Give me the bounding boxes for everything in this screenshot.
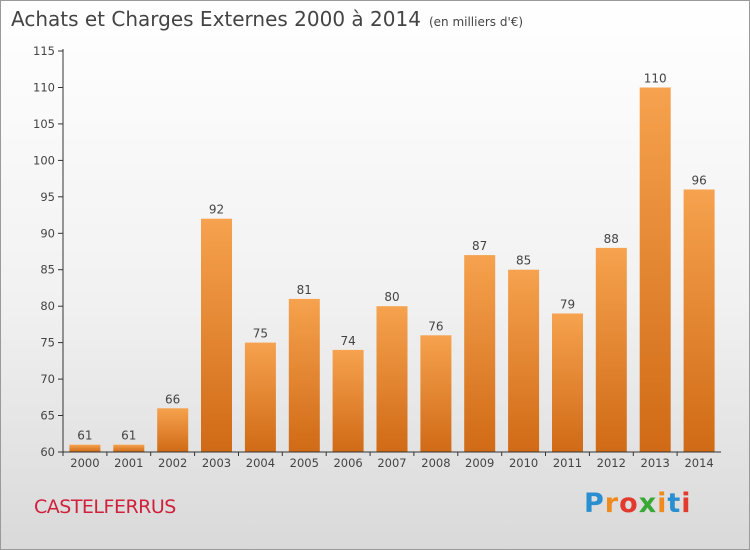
logo-letter: i: [681, 488, 692, 519]
x-tick-label-2006: 2006: [333, 456, 362, 470]
bar-2010: [508, 269, 540, 452]
x-tick-label-2005: 2005: [290, 456, 319, 470]
x-tick-label-2013: 2013: [641, 456, 670, 470]
y-tick-label-85: 85: [40, 263, 55, 277]
y-tick-label-115: 115: [33, 44, 55, 58]
proxiti-logo: Proxiti: [584, 488, 692, 519]
chart-unit: (en milliers d'€): [428, 15, 524, 29]
x-tick-label-2007: 2007: [377, 456, 406, 470]
logo-letter: x: [638, 488, 658, 519]
bar-2011: [552, 313, 583, 452]
data-label-2006: 74: [340, 334, 355, 348]
data-label-2013: 110: [644, 72, 667, 86]
y-tick-label-80: 80: [40, 299, 55, 313]
data-label-2005: 81: [297, 283, 312, 297]
data-label-2014: 96: [691, 174, 706, 188]
bar-2012: [595, 247, 627, 452]
y-tick-label-70: 70: [40, 372, 55, 386]
y-tick-label-95: 95: [40, 190, 55, 204]
bar-2002: [157, 408, 189, 452]
logo-letter: i: [657, 488, 668, 519]
logo-letter: t: [667, 488, 682, 519]
x-tick-label-2004: 2004: [246, 456, 275, 470]
data-label-2009: 87: [472, 239, 487, 253]
logo-letter: o: [619, 488, 639, 519]
bar-2001: [113, 444, 145, 452]
bar-2000: [69, 444, 101, 452]
data-label-2008: 76: [428, 319, 443, 333]
x-tick-label-2012: 2012: [597, 456, 626, 470]
bar-2003: [201, 218, 232, 452]
logo-letter: P: [584, 488, 605, 519]
x-tick-label-2003: 2003: [202, 456, 231, 470]
bar-2014: [683, 189, 715, 452]
data-label-2000: 61: [77, 429, 92, 443]
bar-2005: [288, 298, 320, 452]
y-tick-label-100: 100: [33, 153, 55, 167]
logo-letter: r: [604, 488, 620, 519]
data-label-2012: 88: [604, 232, 619, 246]
data-label-2011: 79: [560, 298, 575, 312]
data-label-2003: 92: [209, 203, 224, 217]
x-tick-label-2001: 2001: [114, 456, 143, 470]
data-label-2004: 75: [253, 327, 268, 341]
bar-2004: [244, 342, 276, 452]
y-tick-label-60: 60: [40, 445, 55, 459]
x-tick-label-2014: 2014: [684, 456, 713, 470]
y-tick-label-110: 110: [33, 81, 55, 95]
data-label-2010: 85: [516, 254, 531, 268]
data-label-2002: 66: [165, 392, 180, 406]
data-label-2007: 80: [384, 290, 399, 304]
chart-title-block: Achats et Charges Externes 2000 à 2014 (e…: [11, 7, 523, 31]
town-name: CASTELFERRUS: [34, 496, 176, 518]
chart-title: Achats et Charges Externes 2000 à 2014: [11, 7, 421, 31]
bar-2006: [332, 349, 364, 452]
bar-2009: [464, 255, 496, 452]
y-tick-label-90: 90: [40, 226, 55, 240]
bar-2007: [376, 306, 408, 452]
x-tick-label-2011: 2011: [553, 456, 582, 470]
x-tick-label-2002: 2002: [158, 456, 187, 470]
data-label-2001: 61: [121, 429, 136, 443]
x-tick-label-2008: 2008: [421, 456, 450, 470]
y-tick-label-65: 65: [40, 409, 55, 423]
y-tick-label-105: 105: [33, 117, 55, 131]
bar-2013: [639, 87, 671, 452]
x-tick-label-2000: 2000: [70, 456, 99, 470]
y-tick-label-75: 75: [40, 336, 55, 350]
x-tick-label-2009: 2009: [465, 456, 494, 470]
bar-2008: [420, 335, 452, 452]
x-tick-label-2010: 2010: [509, 456, 538, 470]
